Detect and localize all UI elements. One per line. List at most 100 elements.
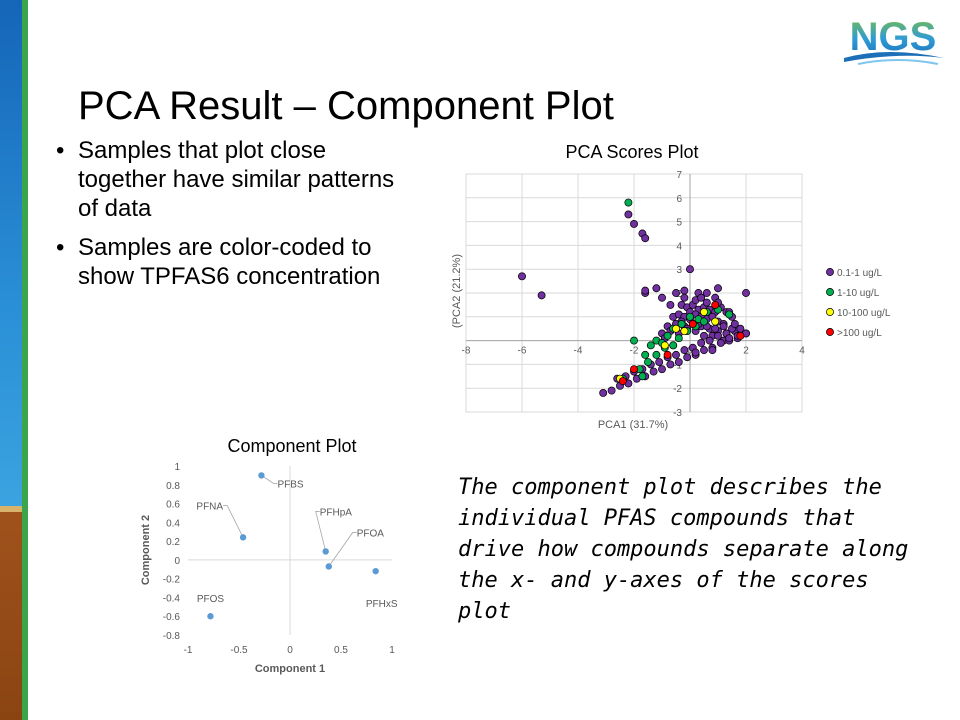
y-tick-label: -1	[673, 360, 682, 371]
chart-title: Component Plot	[227, 436, 356, 456]
data-label: PFBS	[277, 479, 303, 490]
data-point	[641, 286, 650, 295]
x-tick-label: 0	[287, 645, 293, 656]
legend-label: 0.1-1 ug/L	[837, 268, 882, 279]
x-axis-label: PCA1 (31.7%)	[598, 419, 668, 431]
x-tick-label: -8	[462, 346, 471, 357]
data-point	[700, 331, 708, 340]
data-point	[719, 322, 728, 331]
data-point	[258, 472, 265, 479]
data-point	[630, 336, 638, 345]
y-axis-label: (PCA2 (21.2%)	[451, 254, 463, 328]
data-point	[705, 336, 714, 345]
data-point	[677, 319, 686, 328]
tick-labels: -1 -0.5 0 0.5 1 -0.8 -0.6 -0.4 -0.2 0 0.2 0.4 0.6 0.8…	[163, 462, 395, 656]
logo-text: NGS	[850, 15, 937, 59]
data-point	[686, 312, 694, 321]
explanation-text: The component plot describes the individ…	[458, 475, 909, 624]
leader-line	[223, 504, 244, 538]
data-point	[644, 358, 652, 366]
y-tick-label: -2	[673, 384, 682, 395]
data-point	[672, 289, 680, 297]
data-point	[702, 298, 711, 307]
logo-swoosh-light	[857, 59, 939, 65]
data-point	[646, 341, 655, 350]
leader-line	[315, 511, 327, 552]
data-point	[725, 310, 734, 319]
y-tick-label: 7	[676, 170, 682, 181]
data-point	[680, 293, 689, 302]
y-tick-label: -0.6	[163, 612, 181, 623]
legend-marker	[826, 288, 834, 296]
bullet-item: Samples that plot close together have si…	[56, 136, 416, 223]
data-point	[714, 284, 722, 293]
data-point	[700, 308, 708, 316]
data-point	[711, 324, 720, 333]
data-point	[649, 367, 658, 376]
legend-label: 10-100 ug/L	[837, 308, 891, 319]
data-point	[711, 317, 720, 326]
data-points: PFBS PFNA PFHpA PFOA PFHxS PFOS	[196, 472, 398, 620]
y-tick-label: -0.2	[163, 575, 181, 586]
data-point	[702, 289, 711, 297]
y-tick-label: 1	[174, 462, 180, 473]
legend-marker	[826, 308, 834, 316]
sidebar-band	[0, 0, 28, 720]
legend-label: >100 ug/L	[837, 328, 882, 339]
data-point	[672, 324, 680, 333]
data-point	[660, 341, 669, 350]
y-tick-label: 3	[676, 265, 682, 276]
data-point	[658, 365, 666, 374]
data-point	[736, 331, 745, 340]
y-tick-label: 6	[676, 194, 682, 205]
data-point	[714, 331, 722, 340]
data-point	[700, 317, 708, 326]
data-point	[697, 293, 706, 302]
data-label: PFHpA	[320, 507, 353, 518]
data-point	[697, 339, 706, 347]
data-point	[630, 220, 638, 228]
legend-marker	[826, 328, 834, 336]
bullet-item: Samples are color-coded to show TPFAS6 c…	[56, 233, 416, 291]
sidebar-gold-stripe	[0, 506, 22, 512]
data-point	[618, 377, 627, 386]
pca-scores-chart: PCA Scores Plot (PCA2 (21.2%) PCA1 (31.7…	[451, 142, 891, 431]
legend-label: 1-10 ug/L	[837, 288, 880, 299]
data-point	[658, 293, 666, 302]
x-tick-label: 1	[389, 645, 395, 656]
data-point	[325, 563, 332, 570]
sidebar-green-stripe	[22, 0, 28, 720]
data-point	[700, 346, 708, 355]
data-point	[624, 210, 633, 219]
chart-title: PCA Scores Plot	[565, 142, 698, 162]
data-point	[730, 319, 739, 328]
data-point	[683, 353, 692, 362]
bullet-list: Samples that plot close together have si…	[56, 136, 416, 301]
slide-title: PCA Result – Component Plot	[78, 84, 614, 128]
y-tick-label: -0.8	[163, 631, 181, 642]
y-axis-label: Component 2	[140, 515, 152, 585]
data-point	[680, 346, 689, 355]
data-point	[674, 358, 683, 366]
y-tick-label: 0.4	[166, 518, 180, 529]
leader-line	[261, 475, 278, 484]
data-point	[666, 300, 675, 309]
sidebar-brown-stripe	[0, 512, 22, 720]
data-point	[641, 234, 650, 243]
data-label: PFOS	[197, 594, 225, 605]
x-tick-label: -6	[518, 346, 527, 357]
data-point	[652, 284, 661, 293]
data-point	[688, 319, 697, 328]
x-axis-label: Component 1	[255, 663, 325, 675]
data-point	[716, 339, 725, 347]
data-point	[666, 360, 675, 369]
y-tick-label: 0	[174, 556, 180, 567]
data-point	[725, 334, 734, 343]
data-point	[663, 331, 672, 340]
y-tick-label: 0.8	[166, 481, 180, 492]
data-point	[372, 567, 379, 575]
component-chart: Component Plot Component 2 Component 1 -…	[140, 436, 398, 675]
data-point	[672, 350, 680, 359]
y-tick-label: 4	[676, 241, 682, 252]
